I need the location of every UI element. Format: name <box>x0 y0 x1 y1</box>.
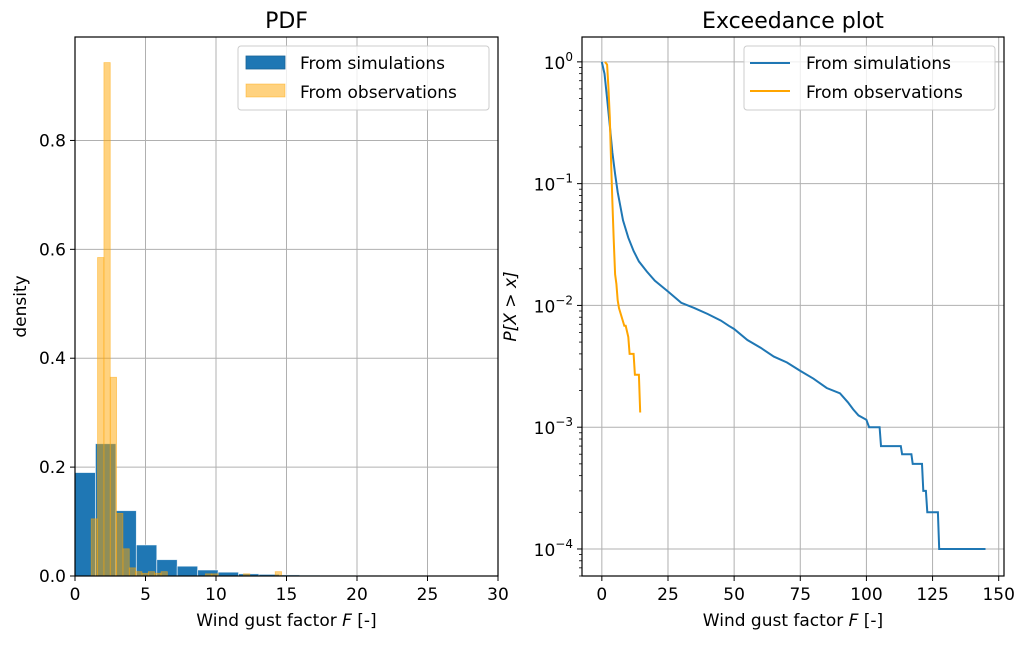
y-tick-label: 10−1 <box>534 172 573 196</box>
exceedance-axes-frame <box>582 37 1004 576</box>
x-tick-label: 15 <box>276 585 298 605</box>
bar-observations <box>161 572 167 576</box>
line-observations <box>605 62 640 413</box>
exceedance-y-axis-label: P[X > x] <box>501 271 521 341</box>
bar-observations <box>148 572 154 576</box>
exceedance-x-ticks: 0 25 50 75 100 125 150 <box>596 576 1015 605</box>
x-tick-label: 100 <box>850 585 882 605</box>
exceedance-x-axis-label: Wind gust factor F [-] <box>703 611 883 631</box>
x-tick-label: 50 <box>723 585 745 605</box>
pdf-subplot: PDF 0 5 10 15 20 25 30 0.0 0.2 0.4 0.6 0.8 Wind gu… <box>11 9 509 631</box>
bar-observations <box>110 377 116 576</box>
pdf-grid <box>75 37 498 576</box>
exceedance-title: Exceedance plot <box>702 9 884 34</box>
pdf-x-ticks: 0 5 10 15 20 25 30 <box>70 576 509 605</box>
pdf-y-ticks: 0.0 0.2 0.4 0.6 0.8 <box>39 131 75 587</box>
y-tick-label: 10−2 <box>534 293 573 317</box>
y-tick-label: 0.4 <box>39 349 66 369</box>
pdf-y-axis-label: density <box>11 275 31 337</box>
pdf-x-axis-label: Wind gust factor F [-] <box>196 611 376 631</box>
y-tick-label: 0.8 <box>39 131 66 151</box>
bar-observations <box>104 63 110 576</box>
bar-observations <box>123 549 129 576</box>
y-tick-label: 10−4 <box>534 537 573 561</box>
pdf-legend: From simulations From observations <box>238 46 489 110</box>
x-tick-label: 20 <box>346 585 368 605</box>
pdf-bars-observations <box>91 63 281 576</box>
legend-label-simulations: From simulations <box>300 54 445 74</box>
legend-label-simulations: From simulations <box>806 54 951 74</box>
bar-observations <box>98 258 104 577</box>
y-tick-label: 0.2 <box>39 458 66 478</box>
bar-observations <box>136 572 142 576</box>
bar-observations <box>91 519 97 576</box>
x-tick-label: 75 <box>789 585 811 605</box>
x-tick-label: 25 <box>417 585 439 605</box>
exceedance-grid <box>582 37 1004 576</box>
x-tick-label: 5 <box>140 585 151 605</box>
y-tick-label: 0.0 <box>39 567 66 587</box>
legend-swatch-observations <box>246 84 285 97</box>
pdf-title: PDF <box>265 9 308 34</box>
bar-simulations <box>177 566 197 576</box>
legend-label-observations: From observations <box>806 83 963 103</box>
x-tick-label: 30 <box>487 585 509 605</box>
exceedance-y-ticks: 100 10−1 10−2 10−3 10−4 <box>534 50 582 576</box>
x-tick-label: 25 <box>657 585 679 605</box>
x-tick-label: 0 <box>70 585 81 605</box>
bar-observations <box>129 568 135 576</box>
y-tick-label: 0.6 <box>39 240 66 260</box>
exceedance-subplot: Exceedance plot 0 25 50 75 100 125 150 100 10−1… <box>501 9 1015 631</box>
x-tick-label: 125 <box>916 585 948 605</box>
x-tick-label: 10 <box>205 585 227 605</box>
legend-label-observations: From observations <box>300 83 457 103</box>
bar-observations <box>117 513 123 576</box>
bar-observations <box>275 572 281 576</box>
y-tick-label: 10−3 <box>534 415 573 439</box>
exceedance-legend: From simulations From observations <box>744 46 995 110</box>
x-tick-label: 0 <box>596 585 607 605</box>
legend-swatch-simulations <box>246 56 285 69</box>
x-tick-label: 150 <box>982 585 1014 605</box>
y-tick-label: 100 <box>544 50 573 74</box>
